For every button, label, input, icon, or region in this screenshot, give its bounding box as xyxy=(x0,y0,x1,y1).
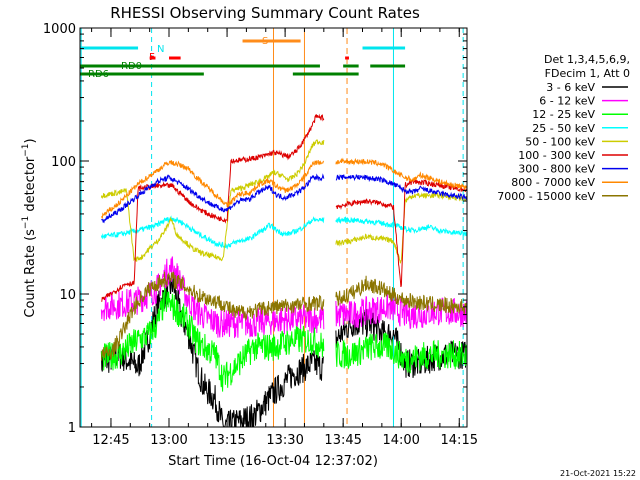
flag-label-1: F xyxy=(149,52,155,63)
x-axis-label: Start Time (16-Oct-04 12:37:02) xyxy=(168,454,378,469)
flag-label-5: RD0 xyxy=(121,61,142,72)
legend: Det 1,3,4,5,6,9, FDecim 1, Att 0 3 - 6 k… xyxy=(497,53,630,203)
y-tick-label-0: 1 xyxy=(68,421,76,436)
flag-label-2: S xyxy=(262,36,268,47)
series-line-7 xyxy=(100,157,467,219)
flag-label-6: RD6 xyxy=(88,69,109,80)
legend-label-0: 3 - 6 keV xyxy=(546,81,595,94)
legend-label-6: 300 - 800 keV xyxy=(518,163,595,176)
x-tick-label-4: 13:45 xyxy=(324,433,361,448)
y-axis-label: Count Rate (s−1 detector−1) xyxy=(21,138,38,317)
legend-label-5: 100 - 300 keV xyxy=(518,149,595,162)
x-tick-label-6: 14:15 xyxy=(441,433,478,448)
y-tick-label-2: 100 xyxy=(51,155,76,170)
legend-label-7: 800 - 7000 keV xyxy=(511,176,595,189)
series-line-3 xyxy=(100,215,467,250)
x-tick-label-3: 13:30 xyxy=(266,433,303,448)
series-line-6 xyxy=(101,173,467,224)
x-tick-label-5: 14:00 xyxy=(382,433,419,448)
legend-label-3: 25 - 50 keV xyxy=(532,122,595,135)
chart-title: RHESSI Observing Summary Count Rates xyxy=(110,4,420,22)
flag-label-0: N xyxy=(157,44,164,55)
legend-label-4: 50 - 100 keV xyxy=(525,135,595,148)
y-tick-label-3: 1000 xyxy=(43,22,76,37)
series-line-2 xyxy=(100,286,467,392)
x-tick-label-2: 13:15 xyxy=(208,433,245,448)
series-line-5 xyxy=(101,113,467,302)
x-axis: 12:45 13:00 13:15 13:30 13:45 14:00 14:15 xyxy=(91,28,478,448)
legend-label-2: 12 - 25 keV xyxy=(532,108,595,121)
plot-frame xyxy=(79,27,468,428)
y-tick-label-1: 10 xyxy=(59,288,76,303)
x-tick-label-0: 12:45 xyxy=(92,433,129,448)
x-tick-label-1: 13:00 xyxy=(150,433,187,448)
legend-header-1: Det 1,3,4,5,6,9, xyxy=(544,53,630,66)
series-line-4 xyxy=(100,139,467,264)
y-axis: 1 10 100 1000 xyxy=(43,22,467,436)
series-line-8 xyxy=(100,271,467,361)
timestamp: 21-Oct-2021 15:22 xyxy=(560,469,636,478)
legend-label-8: 7000 - 15000 keV xyxy=(497,190,595,203)
legend-header-2: FDecim 1, Att 0 xyxy=(545,67,630,80)
legend-label-1: 6 - 12 keV xyxy=(539,95,595,108)
